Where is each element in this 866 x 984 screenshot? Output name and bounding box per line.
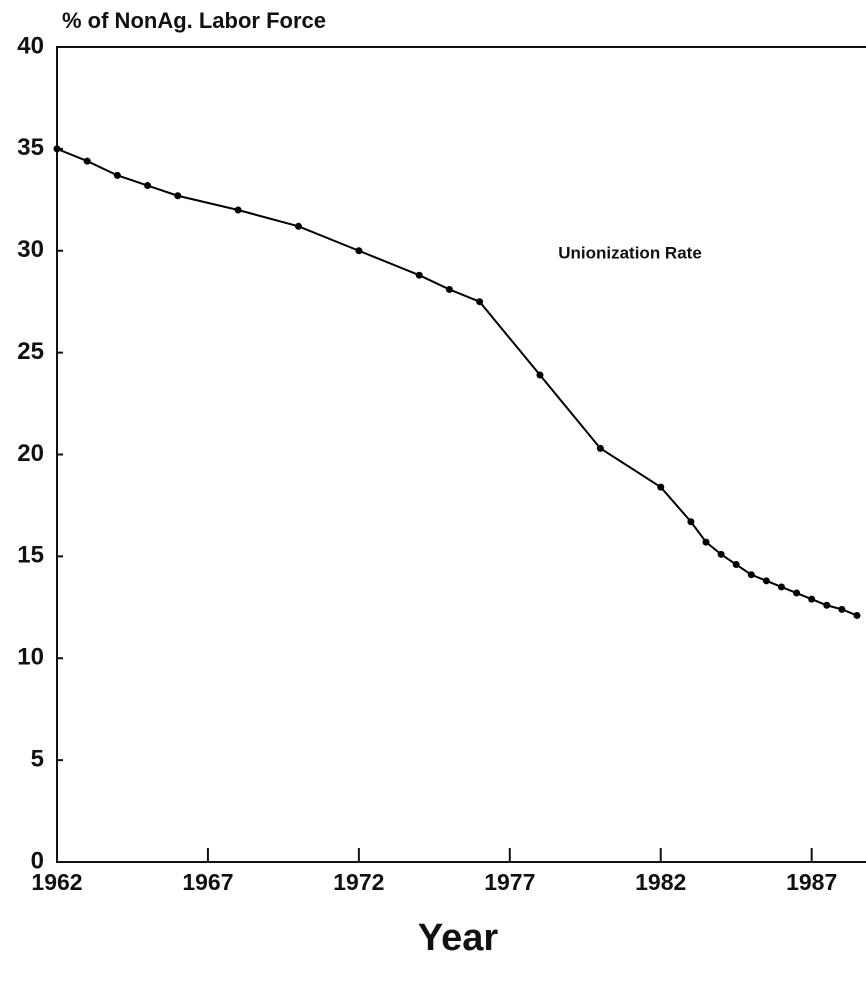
- data-point: [657, 483, 665, 491]
- data-point: [355, 247, 363, 255]
- data-point: [702, 538, 710, 546]
- y-tick-label: 20: [17, 440, 44, 467]
- data-point: [234, 206, 242, 214]
- data-point: [823, 601, 831, 609]
- data-point: [808, 595, 816, 603]
- y-tick-label: 35: [17, 134, 44, 161]
- data-point: [777, 583, 785, 591]
- series-line: [56, 147, 858, 617]
- y-tick-label: 25: [17, 338, 44, 365]
- data-point: [853, 611, 861, 619]
- plot-frame: [56, 46, 866, 863]
- y-tick-label: 10: [17, 644, 44, 671]
- data-point: [53, 145, 61, 153]
- data-point: [113, 171, 121, 179]
- x-tick-label: 1987: [786, 869, 837, 895]
- y-tick-label: 0: [31, 847, 44, 874]
- data-point: [144, 182, 152, 190]
- data-point: [838, 605, 846, 613]
- x-tick-label: 1962: [31, 869, 82, 895]
- x-tick-label: 1967: [182, 869, 233, 895]
- data-point: [174, 192, 182, 200]
- x-tick-label: 1972: [333, 869, 384, 895]
- data-point: [536, 371, 544, 379]
- data-point: [732, 561, 740, 569]
- x-tick-label: 1977: [484, 869, 535, 895]
- data-point: [747, 571, 755, 579]
- y-tick-label: 30: [17, 236, 44, 263]
- data-point: [294, 222, 302, 230]
- data-point: [445, 285, 453, 293]
- y-tick-label: 5: [31, 745, 44, 772]
- annotation: Unionization Rate: [558, 243, 702, 262]
- data-point: [476, 298, 484, 306]
- data-point: [762, 577, 770, 585]
- data-point: [793, 589, 801, 597]
- data-point: [415, 271, 423, 279]
- y-tick-label: 15: [17, 542, 44, 569]
- x-tick-label: 1982: [635, 869, 686, 895]
- data-point: [83, 157, 91, 165]
- y-axis-label: % of NonAg. Labor Force: [62, 8, 326, 33]
- data-point: [596, 444, 604, 452]
- data-point: [717, 550, 725, 558]
- y-tick-label: 40: [17, 32, 44, 59]
- data-point: [687, 518, 695, 526]
- x-axis-label: Year: [418, 917, 499, 959]
